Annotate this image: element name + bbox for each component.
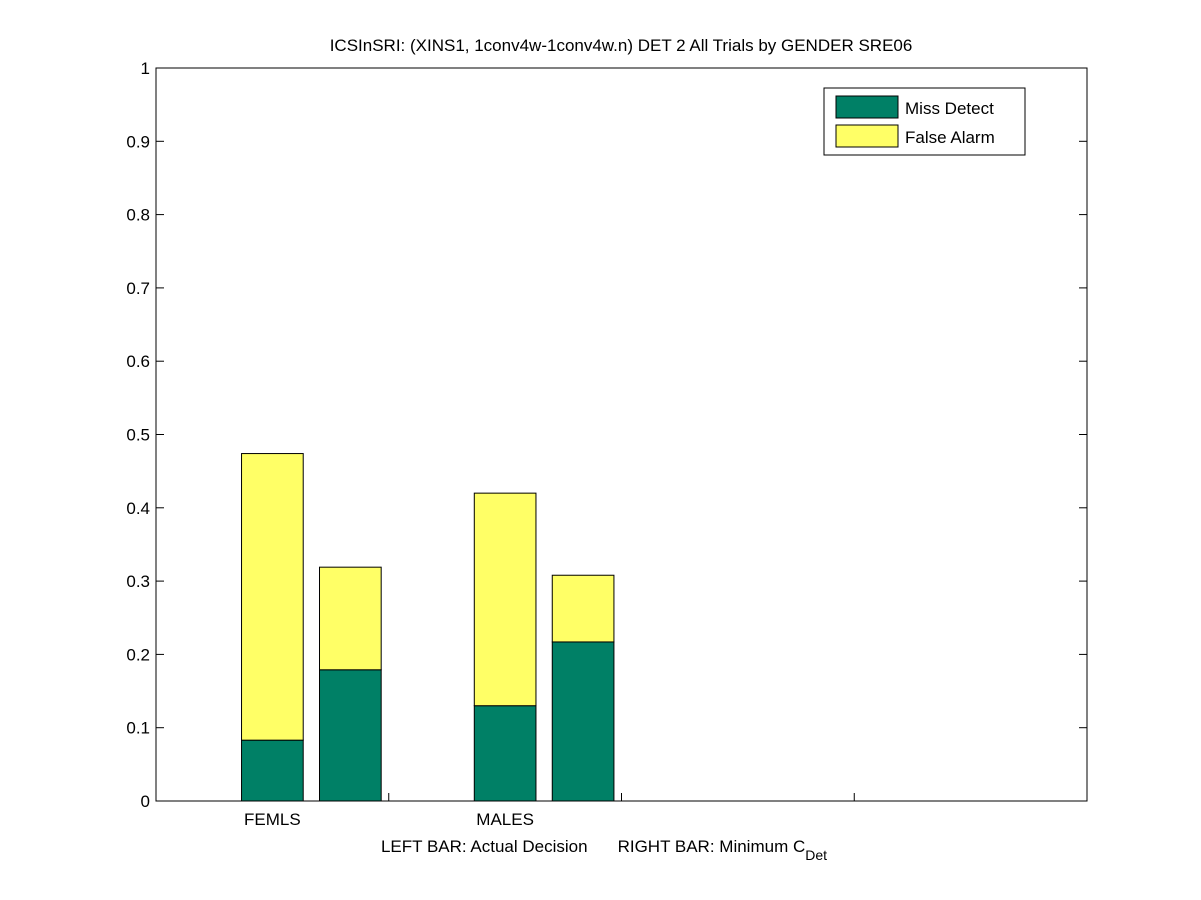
y-axis: 0 0.1 0.2 0.3 0.4 0.5 0.6 0.7 0.8 0.9 1 xyxy=(126,59,1087,811)
y-tick-label: 0.5 xyxy=(126,426,150,445)
chart-title: ICSInSRI: (XINS1, 1conv4w-1conv4w.n) DET… xyxy=(330,36,913,55)
bar-false-alarm xyxy=(241,453,304,741)
x-tick-label: FEMLS xyxy=(244,810,301,829)
legend-swatch-miss-detect xyxy=(835,95,899,119)
bar-false-alarm xyxy=(319,566,382,671)
bar-false-alarm xyxy=(551,574,615,643)
x-axis-label: LEFT BAR: Actual Decision RIGHT BAR: Mini… xyxy=(381,837,827,863)
y-tick-label: 0 xyxy=(141,792,150,811)
y-tick-label: 0.7 xyxy=(126,279,150,298)
legend-swatch-false-alarm xyxy=(835,124,899,148)
legend-label-false-alarm: False Alarm xyxy=(905,128,995,147)
x-axis: FEMLS MALES xyxy=(244,793,855,829)
x-axis-label-right: RIGHT BAR: Minimum C xyxy=(618,837,806,856)
bar-miss-detect xyxy=(473,705,537,802)
x-tick-label: MALES xyxy=(476,810,534,829)
x-axis-label-subscript: Det xyxy=(805,847,827,863)
y-tick-label: 0.1 xyxy=(126,719,150,738)
legend: Miss Detect False Alarm xyxy=(823,87,1026,156)
y-tick-label: 1 xyxy=(141,59,150,78)
bars xyxy=(241,453,615,802)
y-tick-label: 0.2 xyxy=(126,645,150,664)
y-tick-label: 0.9 xyxy=(126,132,150,151)
y-tick-label: 0.8 xyxy=(126,206,150,225)
legend-label-miss-detect: Miss Detect xyxy=(905,99,994,118)
x-axis-label-left: LEFT BAR: Actual Decision xyxy=(381,837,588,856)
bar-miss-detect xyxy=(551,641,615,802)
y-tick-label: 0.6 xyxy=(126,352,150,371)
bar-miss-detect xyxy=(241,739,304,802)
y-tick-label: 0.3 xyxy=(126,572,150,591)
bar-miss-detect xyxy=(319,669,382,802)
y-tick-label: 0.4 xyxy=(126,499,150,518)
bar-false-alarm xyxy=(473,492,537,707)
